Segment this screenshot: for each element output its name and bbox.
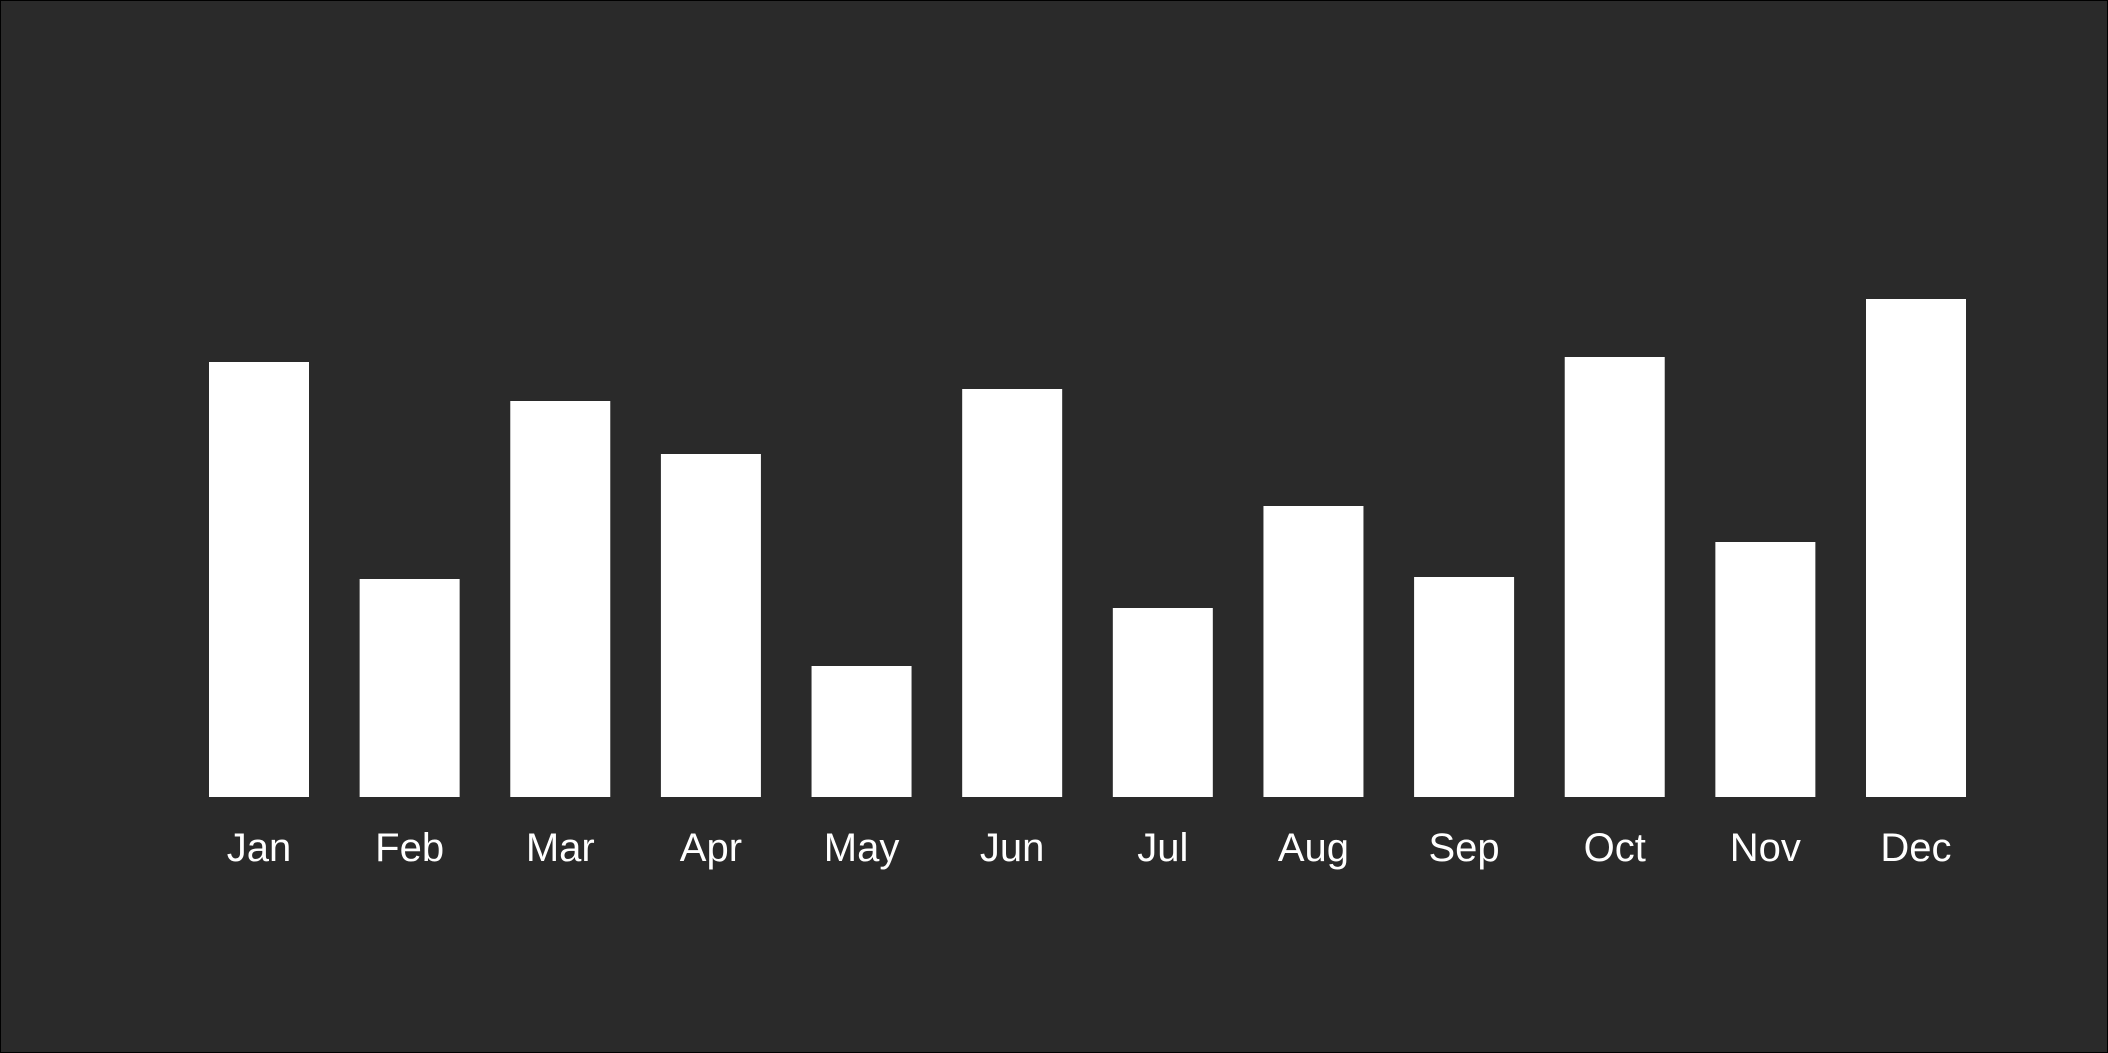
bar-apr — [660, 454, 761, 797]
category-label-jan: Jan — [227, 826, 292, 870]
bar-mar — [510, 401, 611, 797]
bar-jul — [1112, 608, 1213, 797]
category-label-jun: Jun — [980, 826, 1045, 870]
category-label-jul: Jul — [1137, 826, 1188, 870]
bar-oct — [1564, 357, 1665, 797]
bar-jan — [209, 362, 309, 797]
bar-dec — [1866, 299, 1966, 797]
bar-aug — [1263, 506, 1364, 797]
bar-feb — [359, 579, 460, 797]
category-label-sep: Sep — [1429, 826, 1500, 870]
bars-group — [209, 299, 1966, 797]
bar-nov — [1715, 542, 1816, 797]
category-label-aug: Aug — [1278, 826, 1349, 870]
bar-jun — [962, 389, 1063, 797]
category-label-mar: Mar — [526, 826, 595, 870]
category-label-may: May — [824, 826, 900, 870]
bar-sep — [1414, 577, 1515, 797]
category-label-apr: Apr — [680, 826, 742, 870]
category-label-feb: Feb — [375, 826, 444, 870]
category-labels-group: Jan Feb Mar Apr May Jun Jul Aug Sep Oct Nov Dec — [227, 826, 1952, 870]
category-label-oct: Oct — [1584, 826, 1646, 870]
category-label-dec: Dec — [1880, 826, 1951, 870]
bar-may — [811, 666, 912, 797]
category-label-nov: Nov — [1730, 826, 1801, 870]
